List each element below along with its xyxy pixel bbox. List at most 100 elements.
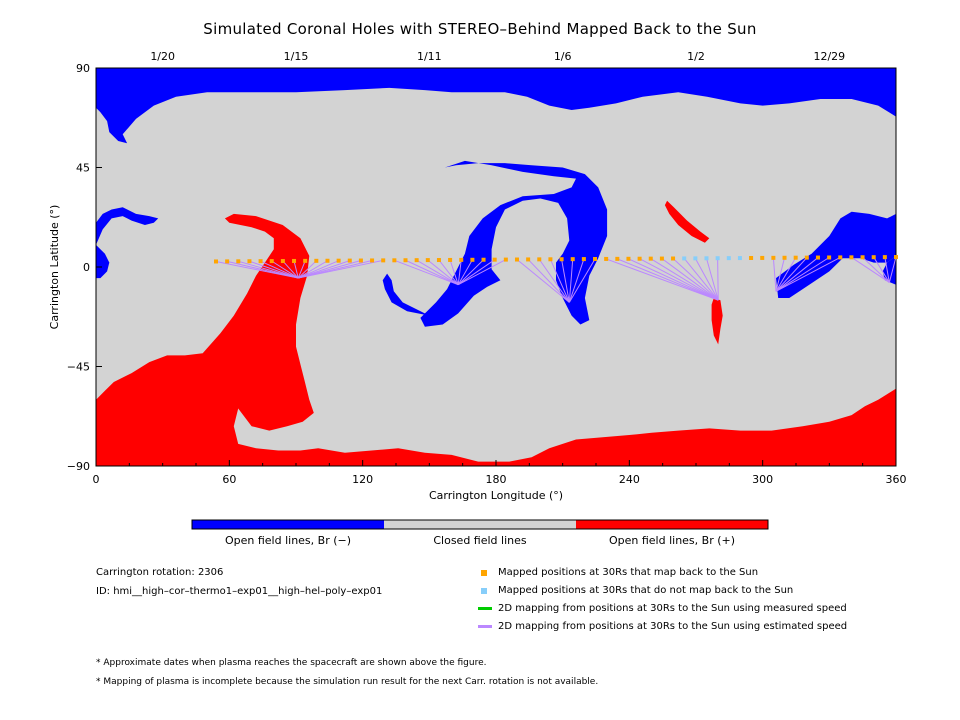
mapped-position [648,256,653,261]
mapped-position [436,258,441,263]
mapping-line [297,260,306,279]
mapping-line [775,257,808,292]
mapped-position [793,255,798,260]
legend-item-mapped: Mapped positions at 30Rs that map back t… [478,567,758,578]
coronal-hole-positive-patch [711,298,723,345]
x-tick-label: 300 [752,473,773,486]
mapped-position [459,257,464,262]
unmapped-position [704,256,709,261]
y-tick-label: −90 [67,460,90,473]
mapping-line [628,258,719,301]
coronal-hole-west-edge-low [96,244,110,279]
y-tick-label: 90 [76,62,90,75]
unmapped-position [682,256,687,261]
mapping-line [888,256,897,283]
mapping-line [457,259,495,286]
mapping-line [538,259,570,303]
mapped-position [247,259,252,264]
mapped-position [414,258,419,263]
mapped-position [860,255,865,260]
mapping-line [527,259,570,303]
mapping-line [775,257,786,292]
mapped-position [392,258,397,263]
chart-title: Simulated Coronal Holes with STEREO–Behi… [203,20,757,38]
mapping-line [775,256,841,292]
mapping-line [457,259,484,286]
mapped-position [570,257,575,262]
axes: 0 60 120 180 240 300 360 −90 −45 0 45 90 1/20 1/15 1/1… [48,50,907,502]
mapping-line [775,257,797,292]
mapping-line [249,260,299,279]
mapping-line [405,259,459,286]
unmapped-position [693,256,698,261]
coronal-hole-north [96,68,896,144]
legend-label: 2D mapping from positions at 30Rs to the… [498,621,848,632]
coronal-hole-west-edge [96,207,159,245]
y-tick-label: 45 [76,162,90,175]
mapping-line [568,259,574,303]
mapping-line [549,259,570,303]
mapping-line [427,259,459,286]
mapped-position [258,259,263,264]
legend-label: Mapped positions at 30Rs that do not map… [498,585,794,596]
mapping-line [873,256,890,283]
legend-mapped-marker [481,569,487,576]
mapped-position [370,258,375,263]
mapping-line [694,258,719,301]
mapped-position [503,257,508,262]
colorbar-frame [191,519,769,530]
mapping-line [706,258,719,301]
mapped-position [593,257,598,262]
plot-area [96,68,896,466]
coronal-hole-east [776,211,896,298]
mapping-line [282,260,299,279]
mapped-position [838,255,843,260]
mapped-position [760,255,765,260]
mapped-position [615,256,620,261]
x-tick-label: 120 [352,473,373,486]
mapping-line [639,258,719,301]
unmapped-position [737,256,742,261]
unmapped-position [726,256,731,261]
mapped-position [659,256,664,261]
top-date-label: 1/6 [554,50,572,63]
mapping-line [298,260,339,279]
mapped-position [559,257,564,262]
mapped-position [626,256,631,261]
top-date-label: 12/29 [813,50,845,63]
mapped-position [637,256,642,261]
mapped-position [236,259,241,264]
colorbar-closed [384,520,576,529]
mapping-line [298,259,384,279]
top-date-label: 1/11 [417,50,442,63]
mapping-line [293,260,299,279]
mapping-line [683,258,719,301]
mapped-position [782,255,787,260]
mapping-line [457,259,507,286]
mapped-position [671,256,676,261]
mapped-position [214,259,218,264]
mapped-position [314,258,319,263]
mapped-position [815,255,820,260]
spacecraft-track [214,255,898,303]
mapping-line [672,258,719,301]
coronal-hole-central-tail [382,273,430,316]
coronal-hole-positive-streak [664,200,710,243]
x-tick-label: 360 [886,473,907,486]
mapped-position [403,258,408,263]
mapping-line [862,256,890,283]
mapping-line [717,258,719,301]
top-date-label: 1/20 [150,50,175,63]
mapping-line [775,257,830,292]
y-tick-label: −45 [67,361,90,374]
mapping-line [516,259,570,303]
mapping-line [568,258,585,303]
coronal-hole-central [420,160,608,327]
mapping-line [416,259,459,286]
mapping-line [227,260,299,279]
mapped-position [292,258,297,263]
legend-item-measured: 2D mapping from positions at 30Rs to the… [478,603,847,614]
legend-label: 2D mapping from positions at 30Rs to the… [498,603,847,614]
x-tick-label: 180 [486,473,507,486]
mapped-position [537,257,542,262]
